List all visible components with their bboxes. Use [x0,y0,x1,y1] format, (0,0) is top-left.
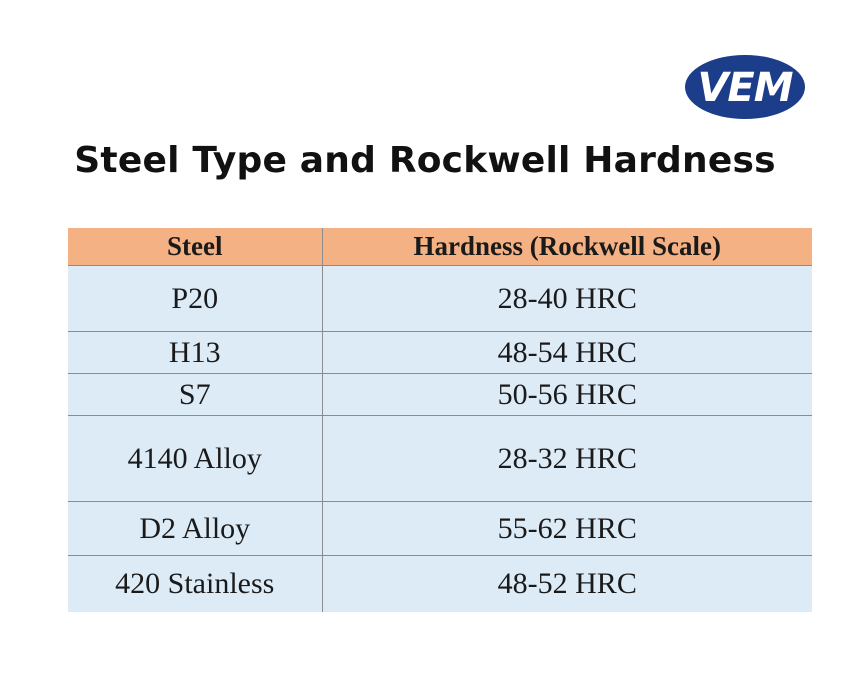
table-row: 4140 Alloy 28-32 HRC [68,415,812,502]
hardness-cell: 50-56 HRC [322,373,812,416]
page-title: Steel Type and Rockwell Hardness [74,140,776,181]
svg-text:VEM: VEM [697,65,792,111]
table-row: P20 28-40 HRC [68,265,812,332]
hardness-cell: 28-40 HRC [322,265,812,332]
column-header-steel: Steel [68,228,323,266]
steel-cell: D2 Alloy [68,501,323,556]
vem-logo: VEM [684,54,806,120]
table-header-row: Steel Hardness (Rockwell Scale) [68,228,812,266]
steel-cell: 4140 Alloy [68,415,323,502]
table-row: D2 Alloy 55-62 HRC [68,501,812,556]
hardness-cell: 28-32 HRC [322,415,812,502]
vem-logo-icon: VEM [685,55,805,119]
table-row: 420 Stainless 48-52 HRC [68,555,812,612]
hardness-cell: 48-54 HRC [322,331,812,374]
steel-cell: H13 [68,331,323,374]
hardness-cell: 55-62 HRC [322,501,812,556]
table-row: S7 50-56 HRC [68,373,812,416]
hardness-cell: 48-52 HRC [322,555,812,612]
steel-cell: S7 [68,373,323,416]
steel-cell: 420 Stainless [68,555,323,612]
steel-cell: P20 [68,265,323,332]
table-row: H13 48-54 HRC [68,331,812,374]
hardness-table: Steel Hardness (Rockwell Scale) P20 28-4… [68,228,812,612]
column-header-hardness: Hardness (Rockwell Scale) [322,228,812,266]
